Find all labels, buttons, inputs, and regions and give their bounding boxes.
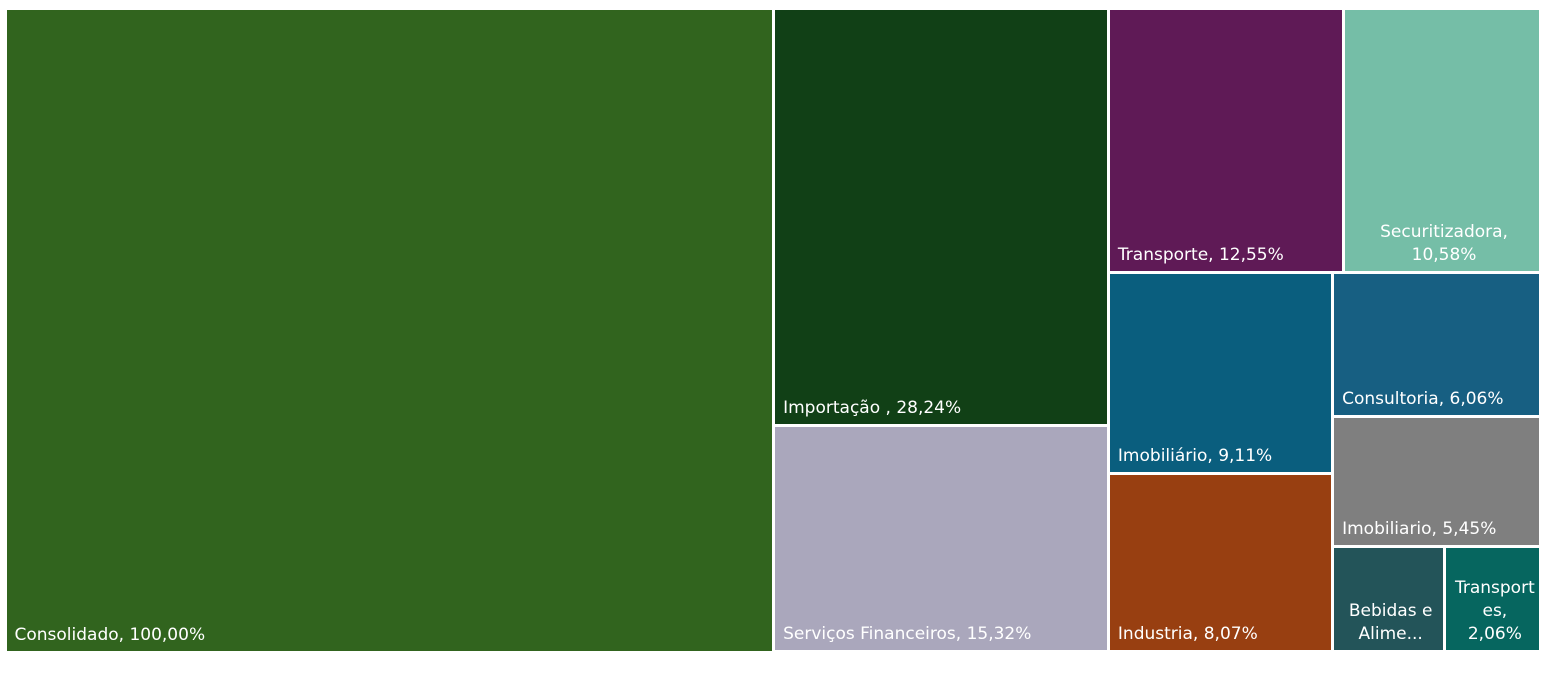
- tile: Transporte, 12,55%: [1109, 9, 1342, 272]
- tile-label: Bebidas e Alime...: [1348, 601, 1433, 645]
- tile-label: Imobiliario, 5,45%: [1342, 518, 1497, 539]
- tile: Industria, 8,07%: [1109, 475, 1332, 651]
- tile-label: Serviços Financeiros, 15,32%: [783, 624, 1032, 645]
- tile: Transportes, 2,06%: [1446, 547, 1540, 651]
- tile-label: Imobiliário, 9,11%: [1117, 446, 1273, 467]
- tile: Importação , 28,24%: [775, 9, 1107, 424]
- tile-label: Consultoria, 6,06%: [1342, 389, 1504, 410]
- tile: Consolidado, 100,00%: [6, 9, 773, 651]
- tile-label: Importação , 28,24%: [783, 398, 962, 418]
- tile: Consultoria, 6,06%: [1334, 274, 1540, 416]
- tile: Securitizadora, 10,58%: [1344, 9, 1540, 272]
- tile: Imobiliario, 5,45%: [1334, 418, 1540, 545]
- tile: Serviços Financeiros, 15,32%: [775, 427, 1107, 651]
- tile-label: Securitizadora, 10,58%: [1380, 222, 1508, 266]
- tile-label: Transportes, 2,06%: [1454, 578, 1535, 645]
- tile-label: Industria, 8,07%: [1117, 624, 1258, 645]
- tile-label: Consolidado, 100,00%: [14, 624, 206, 645]
- tile: Imobiliário, 9,11%: [1109, 274, 1332, 473]
- tile-label: Transporte, 12,55%: [1117, 245, 1284, 266]
- tile: Bebidas e Alime...: [1334, 547, 1444, 651]
